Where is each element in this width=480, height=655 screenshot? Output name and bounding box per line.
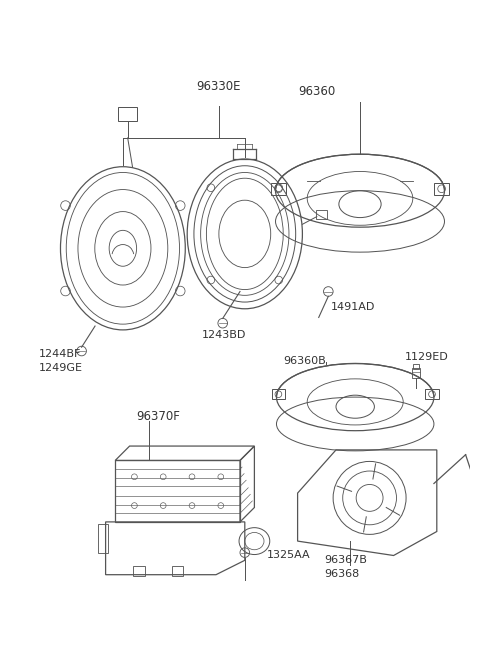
Bar	[118, 107, 137, 121]
Bar	[434, 183, 449, 195]
Text: 96370F: 96370F	[136, 410, 180, 422]
Text: 1249GE: 1249GE	[38, 364, 83, 373]
Text: 1129ED: 1129ED	[405, 352, 449, 362]
Text: 1491AD: 1491AD	[331, 302, 375, 312]
Bar	[98, 524, 108, 553]
Bar	[133, 566, 145, 576]
Text: 96330E: 96330E	[197, 79, 241, 92]
Bar	[316, 210, 327, 219]
Bar	[425, 390, 439, 399]
Bar	[272, 390, 285, 399]
Text: 96360B: 96360B	[283, 356, 326, 365]
Text: 1243BD: 1243BD	[202, 329, 246, 340]
Text: 1244BF: 1244BF	[38, 349, 81, 359]
Bar	[172, 566, 183, 576]
Bar	[412, 368, 420, 378]
Text: 1325AA: 1325AA	[267, 550, 311, 561]
Bar	[271, 183, 286, 195]
Bar	[413, 364, 419, 369]
Text: 96368: 96368	[324, 569, 360, 579]
Text: 96360: 96360	[298, 85, 336, 98]
Text: 96367B: 96367B	[324, 555, 367, 565]
